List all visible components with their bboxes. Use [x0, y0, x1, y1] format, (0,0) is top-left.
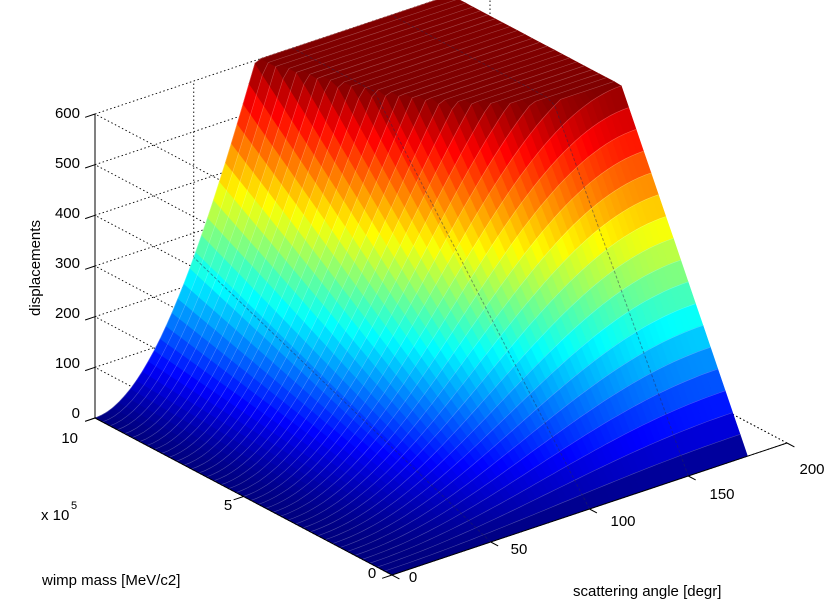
surface-mesh-line [235, 69, 592, 493]
surface-contour-line [292, 47, 590, 510]
surface-mesh-line [280, 129, 637, 517]
x-tick-mark [391, 574, 400, 580]
surface-mesh-line [317, 238, 674, 537]
surface-mesh-line [94, 0, 438, 419]
y-exponent-label: x 10 5 [41, 500, 77, 524]
surface-mesh-line [265, 85, 622, 509]
surface-mesh-line [228, 65, 585, 489]
surface-mesh-line [176, 38, 533, 462]
surface-mesh-line [243, 73, 600, 497]
surface-mesh-line [362, 368, 718, 560]
z-tick-mark [84, 417, 96, 422]
x-tick-mark [688, 475, 696, 481]
z-tick-label: 500 [55, 155, 80, 172]
surface-mesh-line [221, 61, 577, 485]
x-tick-mark [490, 541, 499, 547]
surface-mesh-line [258, 81, 614, 505]
z-tick-labels: 0 100 200 300 400 500 600 [55, 105, 80, 422]
x-axis-label: scattering angle [degr] [573, 583, 721, 600]
y-exponent-power: 5 [71, 500, 77, 512]
y-tick-labels: 10 5 0 [61, 430, 376, 582]
surface-mesh-line [369, 390, 726, 564]
surface-mesh-line [213, 57, 570, 482]
x-tick-labels: 0 50 100 150 200 [409, 461, 825, 586]
surface-mesh-line [310, 216, 666, 533]
z-tick-mark [84, 214, 96, 220]
y-exponent-base: x 10 [41, 507, 69, 524]
surface-mesh-line [117, 6, 473, 431]
x-tick-mark [589, 508, 598, 514]
surface-mesh-line [139, 18, 496, 442]
surface-mesh-line [146, 22, 503, 446]
surface-mesh-line [161, 30, 518, 454]
surface-mesh-line [339, 303, 696, 548]
surface-mesh-line [154, 26, 510, 450]
surface-mesh-line [354, 347, 711, 556]
surface-mesh-line [384, 434, 741, 572]
x-tick-label: 0 [409, 569, 417, 586]
y-axis-label: wimp mass [MeV/c2] [41, 572, 180, 589]
surface-mesh-line [250, 77, 607, 501]
surface-mesh-line [287, 150, 644, 521]
surface-mesh-line [273, 107, 629, 513]
surface [94, 0, 748, 576]
x-tick-label: 150 [709, 486, 734, 503]
surface-mesh-line [295, 172, 652, 525]
x-tick-label: 200 [799, 461, 824, 478]
surface-mesh-line [109, 2, 466, 427]
z-tick-mark [84, 366, 96, 372]
surface-mesh-line [124, 10, 481, 434]
surface-mesh-line [377, 412, 733, 568]
surface-mesh-line [206, 53, 562, 478]
z-tick-label: 0 [72, 405, 80, 422]
surface-mesh-line [131, 14, 488, 438]
z-axis-label: displacements [27, 220, 44, 316]
z-tick-label: 300 [55, 255, 80, 272]
surface-mesh-line [169, 34, 525, 458]
surface-mesh-line [325, 259, 681, 540]
surface-mesh-line [102, 0, 457, 423]
x-tick-mark [786, 442, 795, 448]
z-tick-label: 200 [55, 305, 80, 322]
surface-mesh-line [198, 49, 555, 474]
x-tick-label: 50 [511, 541, 528, 558]
surface-contour-line [391, 14, 689, 477]
y-tick-label: 5 [224, 497, 232, 514]
surface-mesh-line [183, 42, 540, 466]
surface-mesh-line [347, 325, 704, 552]
z-tick-label: 600 [55, 105, 80, 122]
y-tick-mark [381, 574, 393, 579]
z-tick-label: 400 [55, 205, 80, 222]
surface-mesh-line [302, 194, 659, 529]
y-tick-label: 10 [61, 430, 78, 447]
z-tick-mark [84, 113, 96, 118]
x-tick-label: 100 [610, 513, 635, 530]
y-tick-label: 0 [368, 565, 376, 582]
y-tick-mark [233, 496, 244, 501]
z-tick-mark [84, 316, 96, 321]
axis-lines [84, 113, 795, 580]
z-tick-mark [84, 265, 96, 270]
surface-mesh-line [191, 45, 548, 470]
surface-contour-line [193, 257, 492, 543]
surface-mesh-line [332, 281, 689, 544]
z-tick-mark [84, 164, 96, 169]
z-tick-label: 100 [55, 355, 80, 372]
